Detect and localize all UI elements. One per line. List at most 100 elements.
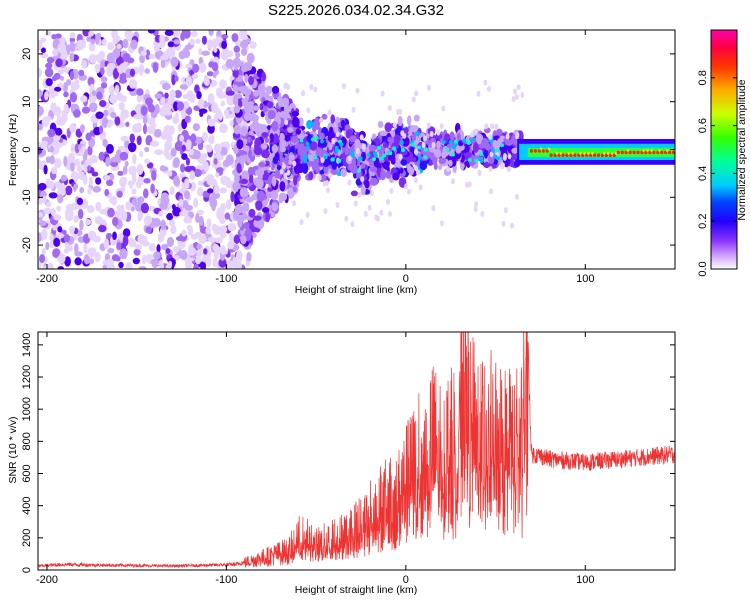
heatmap-cell xyxy=(232,210,240,221)
heatmap-cell xyxy=(533,149,537,153)
heatmap-cell xyxy=(308,171,314,181)
carrier-band-inner xyxy=(527,148,675,158)
heatmap-cell xyxy=(313,86,318,93)
heatmap-cell xyxy=(636,150,640,155)
heatmap-cell xyxy=(63,103,69,111)
heatmap-cell xyxy=(156,244,161,254)
heatmap-cell xyxy=(64,256,71,267)
heatmap-cell xyxy=(359,134,364,141)
heatmap-cell xyxy=(355,148,360,155)
heatmap-cell xyxy=(144,68,151,74)
heatmap-cell xyxy=(373,151,378,156)
heatmap-cell xyxy=(139,54,146,64)
snr-xtick-label: -100 xyxy=(215,574,237,586)
heatmap-cell xyxy=(148,104,156,113)
heatmap-cell xyxy=(214,237,223,244)
heatmap-cell xyxy=(136,93,142,103)
heatmap-cell xyxy=(153,128,162,138)
snr-ytick-label: 800 xyxy=(21,432,33,450)
heatmap-cell xyxy=(360,162,366,169)
heatmap-cell xyxy=(283,172,288,179)
heatmap-cell xyxy=(49,241,55,249)
heatmap-cell xyxy=(219,187,228,194)
heatmap-cell xyxy=(320,139,325,144)
heatmap-cell xyxy=(314,135,319,140)
heatmap-cell xyxy=(388,151,393,156)
heatmap-cell xyxy=(503,207,508,214)
heatmap-cell xyxy=(198,234,207,244)
heatmap-cell xyxy=(399,167,404,174)
heatmap-cell xyxy=(483,79,488,86)
heatmap-cell xyxy=(547,147,551,151)
heatmap-cell xyxy=(541,149,545,153)
heatmap-cell xyxy=(474,201,479,208)
heatmap-cell xyxy=(49,180,55,190)
heatmap-cell xyxy=(464,160,470,166)
heatmap-cell xyxy=(150,183,155,194)
heatmap-cell xyxy=(158,210,164,217)
heatmap-cell xyxy=(411,96,416,103)
heatmap-cell xyxy=(255,200,263,211)
heatmap-cell xyxy=(181,30,190,38)
heatmap-cell xyxy=(120,135,129,142)
heatmap-cell xyxy=(243,102,253,114)
heatmap-cell xyxy=(69,41,76,53)
heatmap-cell xyxy=(140,105,148,116)
heatmap-cell xyxy=(183,190,191,200)
heatmap-cell xyxy=(54,158,62,169)
heatmap-cell xyxy=(132,153,137,165)
heatmap-cell xyxy=(271,202,279,212)
heatmap-cell xyxy=(174,75,179,82)
heatmap-cell xyxy=(241,170,249,181)
heatmap-cell xyxy=(453,139,458,144)
heatmap-cell xyxy=(154,44,160,52)
heatmap-cell xyxy=(411,133,417,142)
heatmap-cell xyxy=(107,207,115,218)
heatmap-cell xyxy=(283,134,291,142)
heatmap-cell xyxy=(57,187,66,197)
heatmap-cell xyxy=(330,114,336,124)
heatmap-cell xyxy=(379,130,386,137)
heatmap-cell xyxy=(84,218,92,226)
heatmap-cell xyxy=(38,159,42,170)
heatmap-cell xyxy=(167,170,173,177)
heatmap-cell xyxy=(99,58,105,70)
heatmap-cell xyxy=(54,86,62,92)
heatmap-cell xyxy=(44,91,49,101)
heatmap-cell xyxy=(356,168,361,173)
heatmap-cell xyxy=(279,146,287,153)
heatmap-cell xyxy=(142,115,148,125)
heatmap-cell xyxy=(83,243,88,254)
heatmap-cell xyxy=(322,160,330,168)
spectrogram-xlabel: Height of straight line (km) xyxy=(295,284,418,296)
heatmap-cell xyxy=(583,151,586,155)
heatmap-cell xyxy=(91,247,97,257)
heatmap-cell xyxy=(269,190,279,200)
heatmap-cell xyxy=(244,196,254,203)
heatmap-cell xyxy=(260,143,268,150)
heatmap-cell xyxy=(520,91,525,98)
heatmap-cell xyxy=(197,98,205,109)
heatmap-cell xyxy=(331,138,336,145)
heatmap-cell xyxy=(158,261,165,269)
heatmap-cell xyxy=(473,206,478,213)
heatmap-cell xyxy=(385,171,392,179)
heatmap-cell xyxy=(205,227,212,235)
heatmap-cell xyxy=(207,236,216,243)
heatmap-cell xyxy=(125,201,133,211)
heatmap-cell xyxy=(131,198,137,207)
heatmap-cell xyxy=(181,144,186,152)
heatmap-cell xyxy=(114,84,120,95)
heatmap-cell xyxy=(108,84,115,96)
heatmap-cell xyxy=(184,166,193,173)
heatmap-cell xyxy=(61,109,68,120)
colorbar-label: Normalized spectral amplitude xyxy=(736,79,748,220)
heatmap-cell xyxy=(457,140,464,147)
heatmap-cell xyxy=(227,223,237,232)
heatmap-cell xyxy=(198,62,207,73)
heatmap-cell xyxy=(233,104,241,114)
heatmap-cell xyxy=(254,137,262,149)
heatmap-cell xyxy=(271,85,280,94)
heatmap-cell xyxy=(600,153,605,158)
heatmap-cell xyxy=(445,147,450,152)
